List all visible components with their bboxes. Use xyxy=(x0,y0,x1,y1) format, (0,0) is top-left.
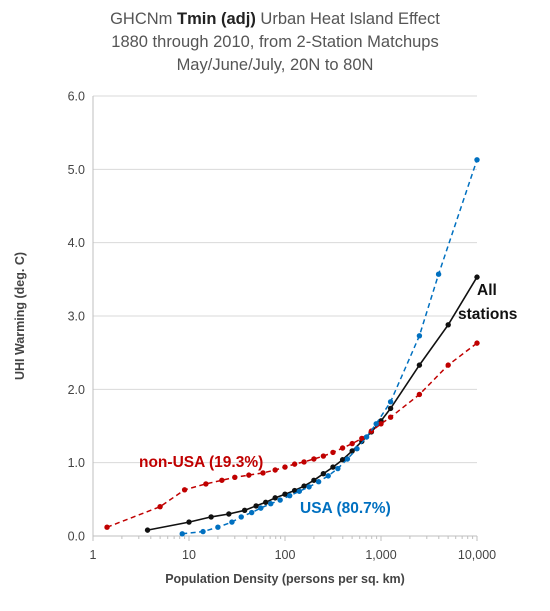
annotation-non-usa: non-USA (19.3%) xyxy=(139,454,263,471)
data-point-all-stations xyxy=(349,448,355,454)
data-point-non-usa xyxy=(474,340,480,346)
data-point-non-usa xyxy=(203,481,209,487)
data-point-all-stations xyxy=(301,483,307,489)
y-tick-label: 6.0 xyxy=(68,90,85,104)
data-point-non-usa xyxy=(387,414,394,420)
data-point-non-usa xyxy=(232,474,238,481)
data-point-non-usa xyxy=(301,459,307,465)
data-point-non-usa xyxy=(416,391,423,398)
y-tick-label: 0.0 xyxy=(68,530,85,544)
title-line-2: 1880 through 2010, from 2-Station Matchu… xyxy=(111,33,439,51)
data-point-usa xyxy=(344,456,351,462)
data-point-usa xyxy=(335,465,341,472)
data-point-usa xyxy=(373,421,379,427)
data-point-usa xyxy=(215,524,221,530)
data-point-non-usa xyxy=(181,487,188,493)
series-line-all-stations xyxy=(147,276,478,531)
data-point-usa xyxy=(416,333,423,339)
data-point-non-usa xyxy=(219,477,225,483)
data-point-non-usa xyxy=(445,362,451,368)
data-point-all-stations xyxy=(320,470,327,477)
data-point-all-stations xyxy=(263,499,269,505)
annotation-all-stations-line-1: All xyxy=(477,282,497,299)
data-point-usa xyxy=(354,446,360,452)
series-line-non-usa xyxy=(106,342,478,528)
data-point-all-stations xyxy=(416,362,423,368)
data-point-all-stations xyxy=(282,491,288,497)
data-point-usa xyxy=(249,509,255,516)
x-tick-label: 10,000 xyxy=(458,548,496,562)
data-point-all-stations xyxy=(291,487,298,494)
data-point-usa xyxy=(363,434,370,440)
title-line-1-post: Urban Heat Island Effect xyxy=(255,10,440,28)
gridlines xyxy=(93,95,477,464)
data-point-all-stations xyxy=(330,464,336,470)
data-point-all-stations xyxy=(339,457,346,463)
data-point-all-stations xyxy=(445,322,451,328)
data-point-all-stations xyxy=(144,527,151,533)
data-point-non-usa xyxy=(157,503,163,510)
data-point-usa xyxy=(200,528,206,535)
data-point-all-stations xyxy=(208,514,214,520)
title-line-3: May/June/July, 20N to 80N xyxy=(176,56,374,74)
chart-title: GHCNm Tmin (adj) Urban Heat Island Effec… xyxy=(0,8,550,77)
data-point-non-usa xyxy=(320,453,327,459)
data-point-all-stations xyxy=(186,519,192,525)
x-tick-label: 1,000 xyxy=(365,548,396,562)
data-point-all-stations xyxy=(241,507,248,514)
data-point-usa xyxy=(296,488,303,494)
data-point-all-stations xyxy=(272,495,278,501)
data-point-non-usa xyxy=(260,470,266,476)
data-point-usa xyxy=(474,157,480,163)
data-point-non-usa xyxy=(282,464,288,470)
data-point-usa xyxy=(258,505,264,511)
data-point-usa xyxy=(387,399,394,405)
data-point-usa xyxy=(306,484,312,490)
data-point-all-stations xyxy=(474,274,480,280)
x-tick-label: 1 xyxy=(90,548,97,562)
title-line-1-bold: Tmin (adj) xyxy=(177,10,256,28)
data-point-all-stations xyxy=(387,405,394,412)
data-point-non-usa xyxy=(330,449,336,456)
y-tick-label: 5.0 xyxy=(68,163,85,177)
axes xyxy=(92,96,478,541)
data-point-non-usa xyxy=(291,461,298,467)
data-point-usa xyxy=(315,479,322,485)
annotation-all-stations-line-2: stations xyxy=(458,306,517,323)
title-line-1: GHCNm Tmin (adj) Urban Heat Island Effec… xyxy=(0,8,550,31)
y-tick-label: 2.0 xyxy=(68,383,85,397)
y-axis-title: UHI Warming (deg. C) xyxy=(13,252,27,380)
x-axis-title: Population Density (persons per sq. km) xyxy=(165,572,405,586)
data-point-non-usa xyxy=(246,472,252,478)
tick-labels: 0.0 1.0 2.0 3.0 4.0 5.0 6.0 1 10 100 1,000 10,000 xyxy=(68,90,497,563)
y-tick-label: 4.0 xyxy=(68,236,85,250)
data-point-all-stations xyxy=(311,477,317,483)
series-layer xyxy=(104,157,480,537)
data-point-usa xyxy=(325,473,331,479)
data-point-non-usa xyxy=(339,445,346,451)
data-point-usa xyxy=(435,271,442,277)
data-point-non-usa xyxy=(378,421,384,427)
x-tick-label: 10 xyxy=(182,548,196,562)
data-point-usa xyxy=(287,492,293,499)
x-tick-label: 100 xyxy=(275,548,296,562)
data-point-non-usa xyxy=(349,440,355,447)
data-point-non-usa xyxy=(104,524,110,530)
data-point-usa xyxy=(268,501,274,507)
y-tick-label: 3.0 xyxy=(68,310,85,324)
annotation-usa: USA (80.7%) xyxy=(300,500,391,517)
data-point-usa xyxy=(277,497,283,503)
data-point-non-usa xyxy=(311,456,317,462)
data-point-all-stations xyxy=(253,503,259,509)
data-point-usa xyxy=(238,514,244,520)
data-point-non-usa xyxy=(359,435,365,442)
y-tick-label: 1.0 xyxy=(68,456,85,470)
title-line-1-pre: GHCNm xyxy=(110,10,178,28)
data-point-non-usa xyxy=(272,467,278,473)
data-point-usa xyxy=(229,519,235,525)
data-point-all-stations xyxy=(226,511,232,517)
data-point-usa xyxy=(179,531,185,537)
